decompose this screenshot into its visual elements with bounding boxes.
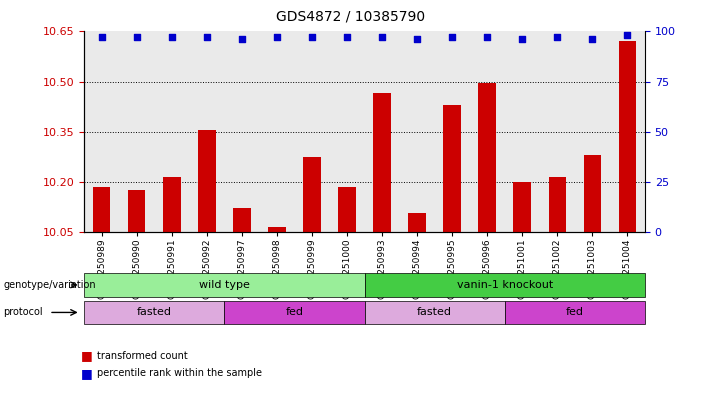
Bar (549, 177, 566, 232)
Point (587, 36, 598, 42)
Bar (540, 31, 575, 232)
Bar (198, 130, 216, 232)
Bar (514, 182, 531, 232)
Bar (224, 31, 259, 232)
Text: vanin-1 knockout: vanin-1 knockout (456, 280, 553, 290)
Bar (84, 31, 119, 232)
Bar (575, 31, 610, 232)
Text: GDS4872 / 10385790: GDS4872 / 10385790 (276, 10, 425, 24)
Bar (303, 157, 320, 232)
Bar (294, 31, 329, 232)
Point (341, 34, 353, 40)
Text: fed: fed (566, 307, 584, 318)
Bar (584, 155, 601, 232)
Bar (478, 83, 496, 232)
Text: fed: fed (285, 307, 304, 318)
Text: fasted: fasted (137, 307, 172, 318)
Bar (259, 31, 294, 232)
Bar (374, 93, 391, 232)
Bar (505, 31, 540, 232)
Point (166, 34, 177, 40)
Bar (163, 177, 181, 232)
Point (131, 34, 142, 40)
Point (271, 34, 283, 40)
Point (376, 34, 388, 40)
Text: wild type: wild type (199, 280, 250, 290)
Text: fasted: fasted (417, 307, 452, 318)
Text: ■: ■ (81, 349, 93, 362)
Bar (470, 31, 505, 232)
Bar (189, 31, 224, 232)
Bar (128, 190, 146, 232)
Bar (154, 31, 189, 232)
Text: protocol: protocol (4, 307, 43, 318)
Point (201, 34, 212, 40)
Bar (329, 31, 365, 232)
Bar (339, 187, 355, 232)
Bar (435, 31, 470, 232)
Text: genotype/variation: genotype/variation (4, 280, 96, 290)
Point (482, 34, 493, 40)
Point (552, 34, 563, 40)
Bar (365, 31, 400, 232)
Text: percentile rank within the sample: percentile rank within the sample (97, 368, 261, 378)
Text: transformed count: transformed count (97, 351, 187, 361)
Point (236, 36, 247, 42)
Bar (93, 187, 111, 232)
Bar (619, 42, 637, 232)
Point (96, 34, 107, 40)
Point (517, 36, 528, 42)
Bar (268, 227, 286, 232)
Bar (233, 209, 251, 232)
Point (622, 32, 633, 39)
Bar (444, 105, 461, 232)
Point (306, 34, 318, 40)
Point (411, 36, 423, 42)
Bar (119, 31, 154, 232)
Text: ■: ■ (81, 367, 93, 380)
Bar (408, 213, 426, 232)
Bar (610, 31, 645, 232)
Point (447, 34, 458, 40)
Bar (400, 31, 435, 232)
